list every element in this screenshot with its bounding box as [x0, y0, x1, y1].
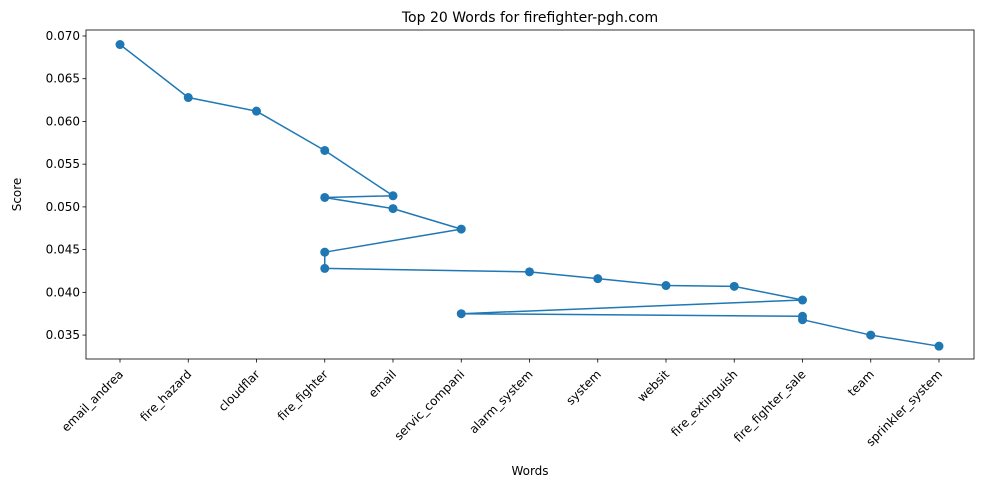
data-point [183, 93, 193, 103]
x-tick-label: fire_fighter_sale [731, 367, 809, 445]
x-axis: email_andrea fire_hazard cloudflar fire_fig… [59, 359, 945, 449]
series-line [119, 43, 940, 347]
data-point [798, 315, 807, 325]
data-point [866, 330, 876, 340]
x-tick-label: servic_compani [392, 367, 468, 443]
data-point [320, 247, 330, 257]
y-tick-label: 0.060 [46, 114, 80, 128]
x-tick-label: sprinkler_system [863, 367, 945, 449]
y-tick-label: 0.065 [46, 72, 80, 86]
data-point [525, 267, 534, 277]
y-tick-label: 0.055 [46, 157, 80, 171]
x-tick-label: email_andrea [59, 367, 126, 434]
data-point [252, 106, 261, 116]
data-point [388, 191, 398, 201]
x-tick-label: cloudflar [216, 367, 263, 414]
data-point [661, 281, 671, 291]
x-tick-label: fire_hazard [137, 367, 194, 424]
x-axis-label: Words [511, 464, 548, 478]
data-point [320, 263, 330, 273]
y-tick-label: 0.050 [46, 200, 80, 214]
y-tick-label: 0.040 [46, 285, 80, 299]
data-point [593, 274, 603, 284]
x-tick-label: fire_extinguish [668, 367, 740, 439]
x-tick-label: websit [635, 367, 673, 405]
y-axis: 0.035 0.040 0.045 0.050 0.055 0.060 0.065 0.070 [46, 29, 86, 342]
x-tick-label: system [563, 367, 604, 408]
data-point [798, 295, 807, 305]
plot-area-frame [85, 29, 975, 360]
data-point [729, 281, 739, 291]
data-point [115, 40, 125, 50]
chart-title: Top 20 Words for firefighter-pgh.com [401, 10, 658, 26]
data-point [456, 224, 466, 234]
series-layer [115, 40, 944, 351]
data-point [456, 309, 466, 319]
data-point [388, 204, 398, 214]
data-point [320, 145, 330, 155]
x-tick-label: fire_fighter [275, 367, 331, 423]
y-tick-label: 0.070 [46, 29, 80, 43]
y-axis-label: Score [10, 178, 24, 212]
data-point [320, 192, 330, 202]
x-tick-label: alarm_system [466, 367, 535, 436]
x-tick-label: team [845, 367, 877, 399]
y-tick-label: 0.035 [46, 328, 80, 342]
x-tick-label: email [366, 367, 399, 400]
y-tick-label: 0.045 [46, 243, 80, 257]
data-point [934, 341, 944, 351]
